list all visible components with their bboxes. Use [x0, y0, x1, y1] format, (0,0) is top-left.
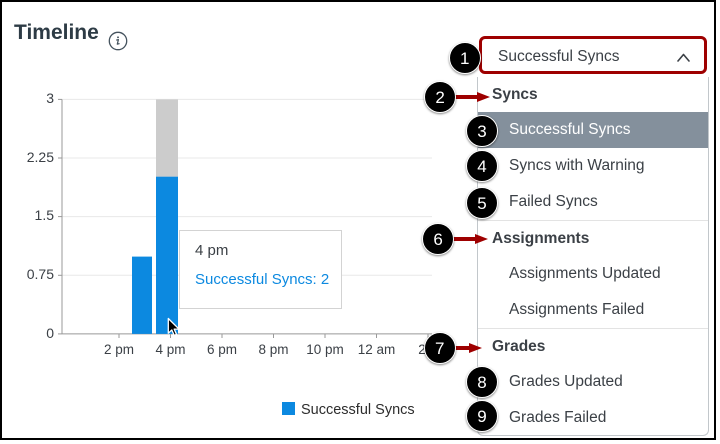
svg-text:2.25: 2.25 — [27, 149, 54, 165]
svg-text:10 pm: 10 pm — [306, 342, 344, 357]
svg-text:0: 0 — [46, 325, 54, 341]
svg-text:0.75: 0.75 — [27, 266, 54, 282]
svg-text:8 pm: 8 pm — [258, 342, 288, 357]
svg-text:12 am: 12 am — [358, 342, 396, 357]
svg-text:4 pm: 4 pm — [155, 342, 185, 357]
svg-text:6 pm: 6 pm — [207, 342, 237, 357]
svg-text:2 pm: 2 pm — [104, 342, 134, 357]
svg-text:1.5: 1.5 — [35, 207, 55, 223]
svg-text:3: 3 — [46, 90, 54, 106]
